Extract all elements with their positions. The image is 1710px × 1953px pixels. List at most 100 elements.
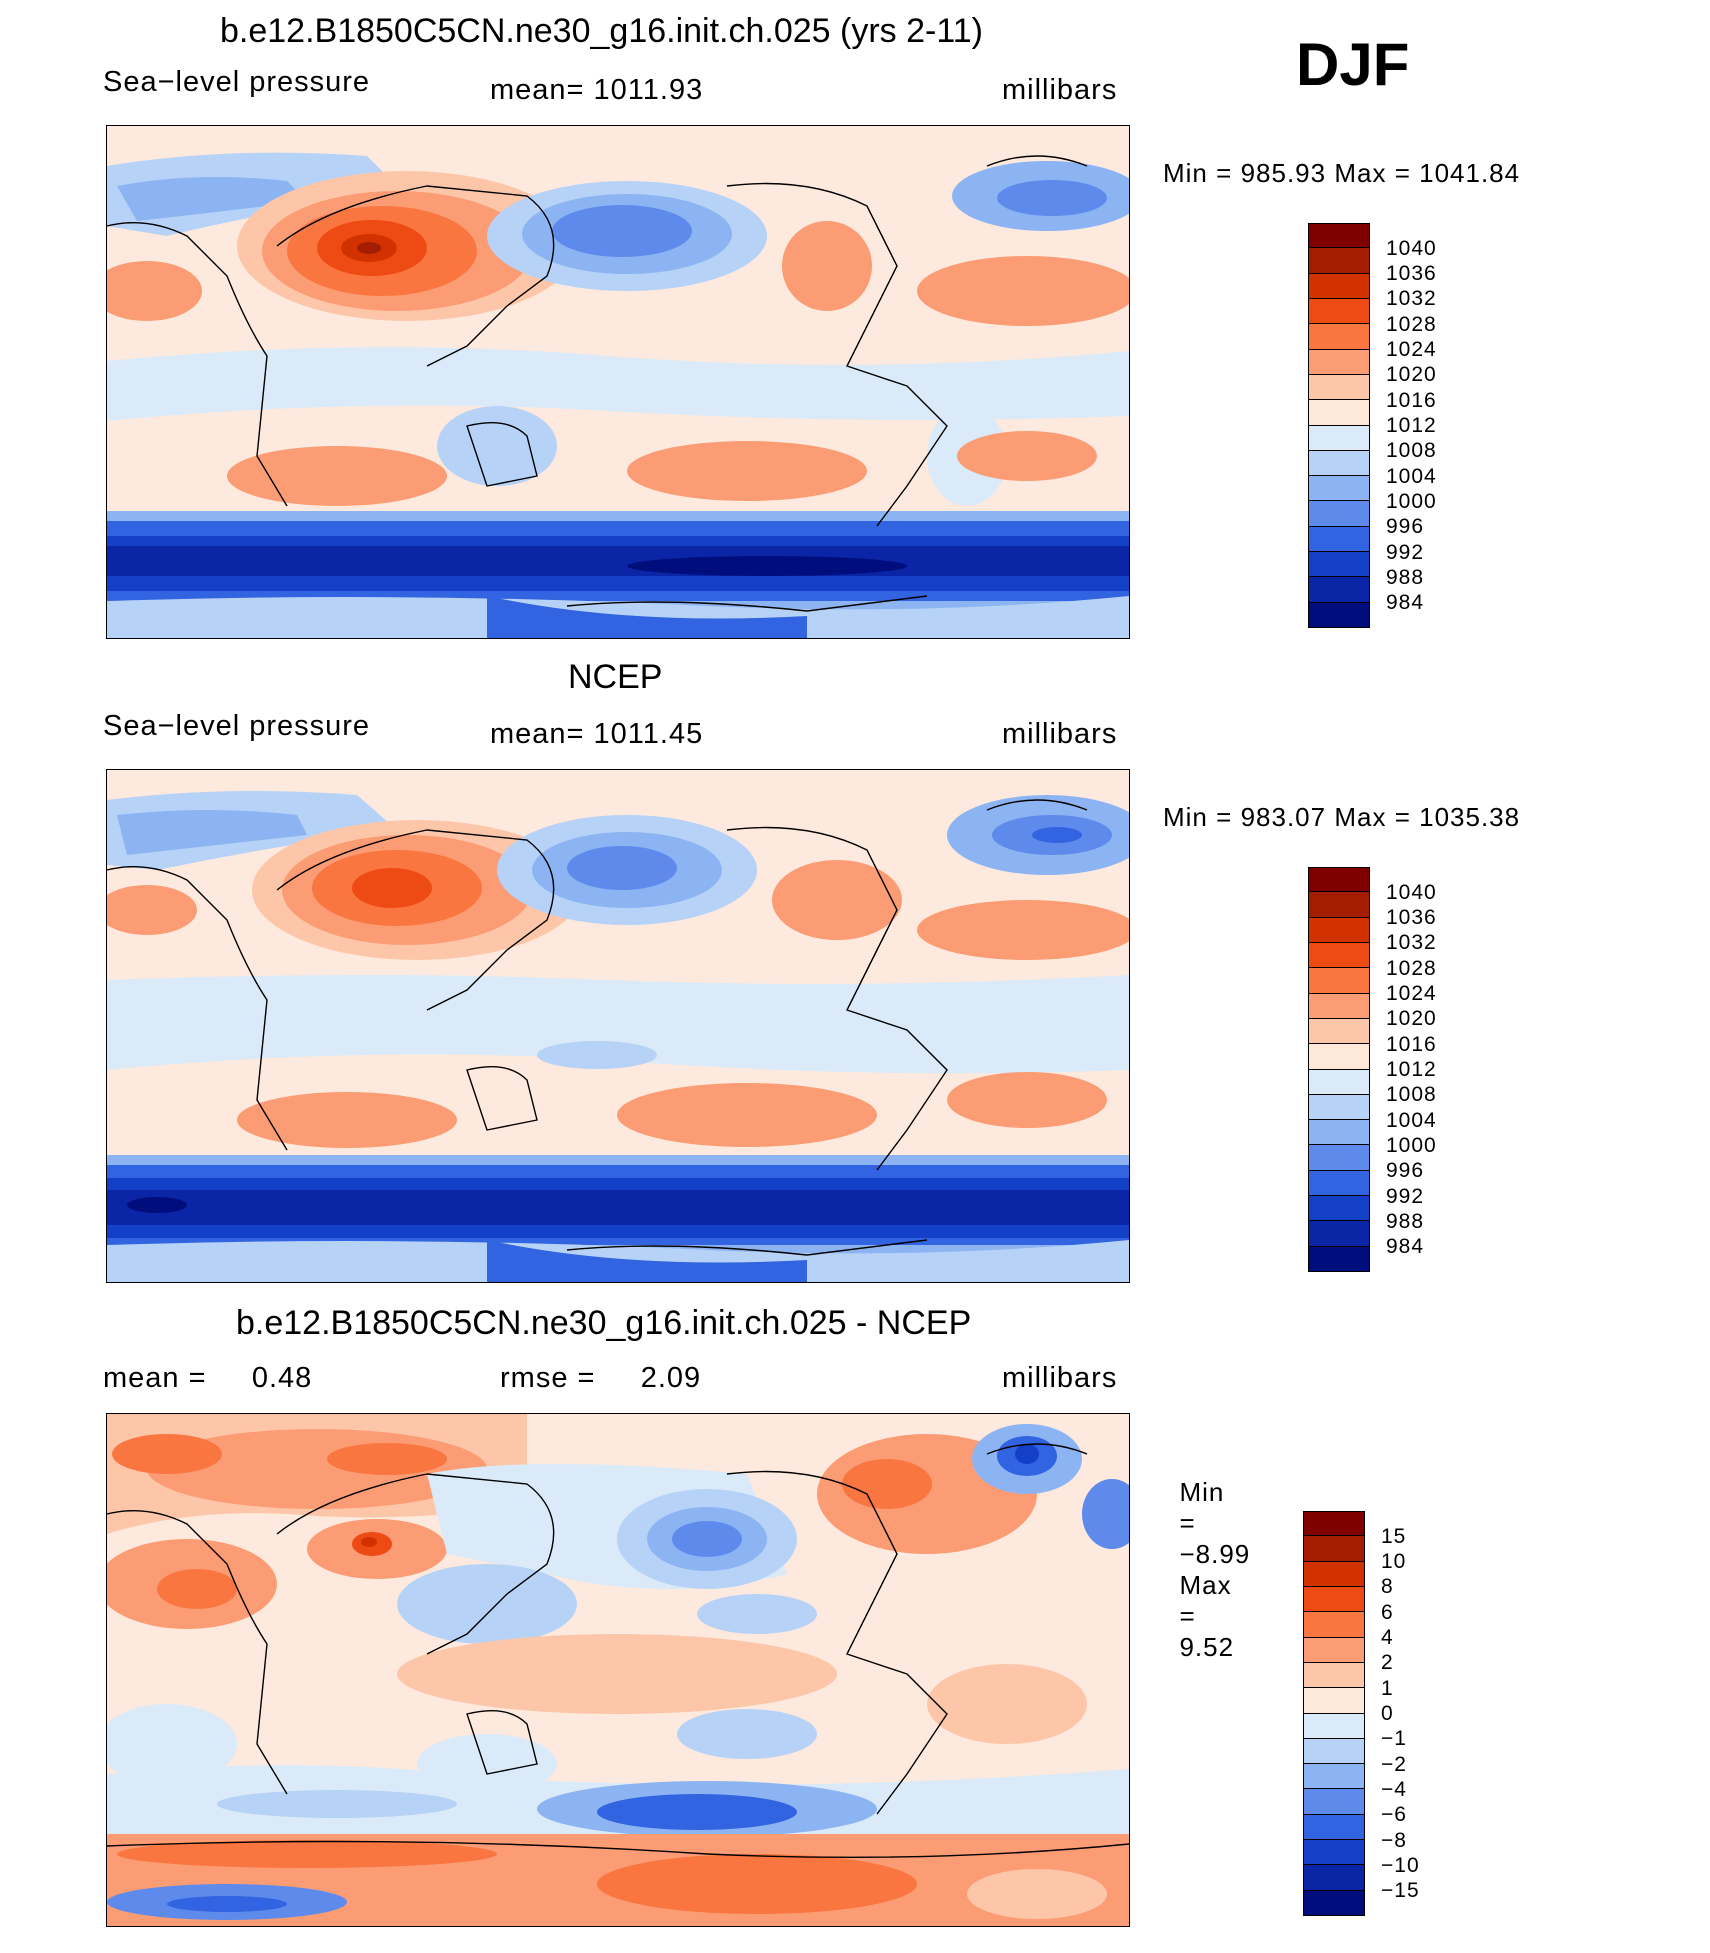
colorbar-label: 10 — [1381, 1550, 1407, 1574]
colorbar-swatch — [1308, 374, 1370, 401]
colorbar-swatch — [1303, 1536, 1365, 1562]
colorbar-label: 1020 — [1386, 363, 1437, 387]
colorbar-label: 996 — [1386, 515, 1425, 539]
colorbar-label: 1016 — [1386, 1032, 1437, 1056]
colorbar-label: 992 — [1386, 1184, 1425, 1208]
colorbar-label: 1012 — [1386, 414, 1437, 437]
colorbar-frame — [1308, 223, 1370, 628]
colorbar-swatch — [1303, 1511, 1365, 1537]
panel-3-map — [106, 1413, 1130, 1927]
colorbar-label: 992 — [1386, 540, 1425, 564]
panel-1-units-label: millibars — [1002, 74, 1118, 106]
panel-1-title: b.e12.B1850C5CN.ne30_g16.init.ch.025 (yr… — [220, 12, 983, 50]
colorbar-frame — [1308, 867, 1370, 1272]
panel-3-min-value: −8.99 — [1179, 1539, 1251, 1569]
panel-1-min-label: Min — [1163, 158, 1208, 188]
colorbar-label: 1036 — [1386, 262, 1437, 286]
colorbar-label: −8 — [1381, 1828, 1407, 1852]
colorbar-swatch — [1308, 298, 1370, 325]
colorbar-label: 1028 — [1386, 312, 1437, 336]
colorbar-swatch — [1308, 1069, 1370, 1095]
colorbar-swatch — [1308, 892, 1370, 918]
colorbar-swatch — [1308, 1221, 1370, 1247]
colorbar-label: 2 — [1381, 1651, 1394, 1675]
colorbar-swatch — [1308, 400, 1370, 426]
colorbar-swatch — [1308, 1170, 1370, 1197]
colorbar-label: 8 — [1381, 1575, 1394, 1599]
colorbar-swatch — [1308, 552, 1370, 578]
colorbar-swatch — [1308, 450, 1370, 477]
colorbar-swatch — [1308, 917, 1370, 943]
colorbar-swatch — [1303, 1814, 1365, 1841]
colorbar-label: 996 — [1386, 1159, 1425, 1183]
colorbar-label: 1008 — [1386, 439, 1437, 463]
colorbar-label: 1016 — [1386, 388, 1437, 412]
colorbar-swatch — [1308, 1094, 1370, 1121]
panel-2-max-label: Max — [1334, 802, 1387, 832]
colorbar-label: 984 — [1386, 1235, 1425, 1259]
colorbar-label: 1028 — [1386, 956, 1437, 980]
colorbar-label: −10 — [1381, 1853, 1420, 1877]
colorbar-swatch — [1308, 1246, 1370, 1272]
colorbar-label: 1012 — [1386, 1058, 1437, 1081]
panel-2-max-value: 1035.38 — [1419, 802, 1521, 832]
colorbar-swatch — [1303, 1637, 1365, 1663]
panel-2-min-eq: = — [1216, 802, 1233, 832]
colorbar-label: 1024 — [1386, 982, 1437, 1006]
colorbar-swatch — [1303, 1586, 1365, 1613]
colorbar-label: 6 — [1381, 1600, 1394, 1624]
panel-3-map-svg — [107, 1414, 1129, 1926]
panel-1-map-svg — [107, 126, 1129, 638]
panel-2-mean-label: mean= 1011.45 — [490, 718, 704, 750]
colorbar-label: 1004 — [1386, 1108, 1437, 1132]
panel-1-min-value: 985.93 — [1240, 158, 1327, 188]
panel-2-variable-label: Sea−level pressure — [103, 710, 371, 742]
colorbar-swatch — [1303, 1840, 1365, 1866]
panel-1-mean-label: mean= 1011.93 — [490, 74, 704, 106]
colorbar-swatch — [1303, 1612, 1365, 1638]
colorbar-swatch — [1308, 526, 1370, 553]
colorbar-label: 1032 — [1386, 287, 1437, 311]
colorbar-swatch — [1303, 1764, 1365, 1790]
colorbar-label: 988 — [1386, 565, 1425, 589]
colorbar-swatch — [1308, 223, 1370, 249]
colorbar-swatch — [1308, 501, 1370, 527]
panel-2-map — [106, 769, 1130, 1283]
colorbar-label: −6 — [1381, 1803, 1407, 1827]
colorbar-swatch — [1308, 867, 1370, 893]
colorbar-swatch — [1308, 476, 1370, 502]
panel-1-min-max: Min = 985.93 Max = 1041.84 — [1163, 158, 1520, 189]
colorbar-label: 1024 — [1386, 338, 1437, 362]
panel-3-units-label: millibars — [1002, 1362, 1118, 1394]
season-label: DJF — [1296, 31, 1410, 98]
colorbar-label: 1032 — [1386, 931, 1437, 955]
colorbar-label: 1000 — [1386, 1133, 1437, 1157]
colorbar-swatch — [1303, 1789, 1365, 1815]
panel-2-units-label: millibars — [1002, 718, 1118, 750]
colorbar-label: 1004 — [1386, 464, 1437, 488]
colorbar-label: 984 — [1386, 591, 1425, 615]
panel-1-min-eq: = — [1216, 158, 1233, 188]
panel-3-rmse-label: rmse = 2.09 — [500, 1362, 702, 1394]
panel-2-map-svg — [107, 770, 1129, 1282]
colorbar-label: 1000 — [1386, 489, 1437, 513]
colorbar-label: 988 — [1386, 1209, 1425, 1233]
colorbar-label: −1 — [1381, 1727, 1407, 1751]
colorbar-frame — [1303, 1511, 1365, 1916]
colorbar-label: 1036 — [1386, 906, 1437, 930]
colorbar-label: 0 — [1381, 1702, 1394, 1725]
colorbar-swatch — [1303, 1738, 1365, 1765]
colorbar-label: 4 — [1381, 1626, 1394, 1650]
colorbar-swatch — [1308, 942, 1370, 969]
panel-1-max-label: Max — [1334, 158, 1387, 188]
colorbar-swatch — [1308, 1196, 1370, 1222]
panel-3-title: b.e12.B1850C5CN.ne30_g16.init.ch.025 - N… — [236, 1304, 972, 1342]
colorbar-swatch — [1308, 968, 1370, 994]
colorbar-label: −15 — [1381, 1879, 1420, 1903]
colorbar-label: 1040 — [1386, 880, 1437, 904]
colorbar-swatch — [1308, 1145, 1370, 1171]
panel-3-min-label: Min — [1179, 1477, 1225, 1507]
colorbar-swatch — [1308, 248, 1370, 274]
panel-3-max-value: 9.52 — [1179, 1632, 1235, 1662]
panel-3-max-label: Max — [1179, 1570, 1232, 1600]
